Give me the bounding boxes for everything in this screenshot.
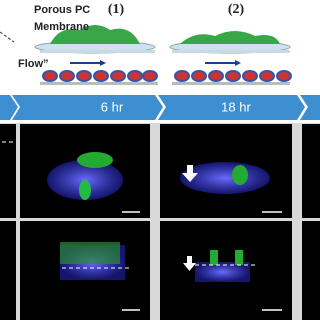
panel [302, 221, 320, 320]
guide-lines [2, 141, 255, 269]
micrographs [0, 123, 320, 320]
step-label: (1) [108, 2, 125, 17]
membrane-label: Membrane [34, 21, 89, 33]
membrane-label: Porous PC [34, 4, 90, 16]
panel [0, 221, 16, 320]
time-label: 6 hr [101, 99, 124, 114]
step-label: (2) [228, 2, 245, 17]
device-1 [34, 25, 158, 85]
panel [302, 124, 320, 218]
schematic: Porous PC Membrane Flow” (1) (2) [0, 2, 292, 85]
cells [47, 152, 270, 282]
pointer [0, 31, 15, 43]
device-2 [169, 31, 292, 85]
scale-bars [122, 211, 282, 311]
panel [0, 124, 16, 218]
time-label: 18 hr [221, 99, 251, 114]
timeline-banner: 6 hr 18 hr [0, 95, 320, 120]
arrows [182, 165, 198, 271]
flow-label: Flow” [18, 58, 49, 70]
